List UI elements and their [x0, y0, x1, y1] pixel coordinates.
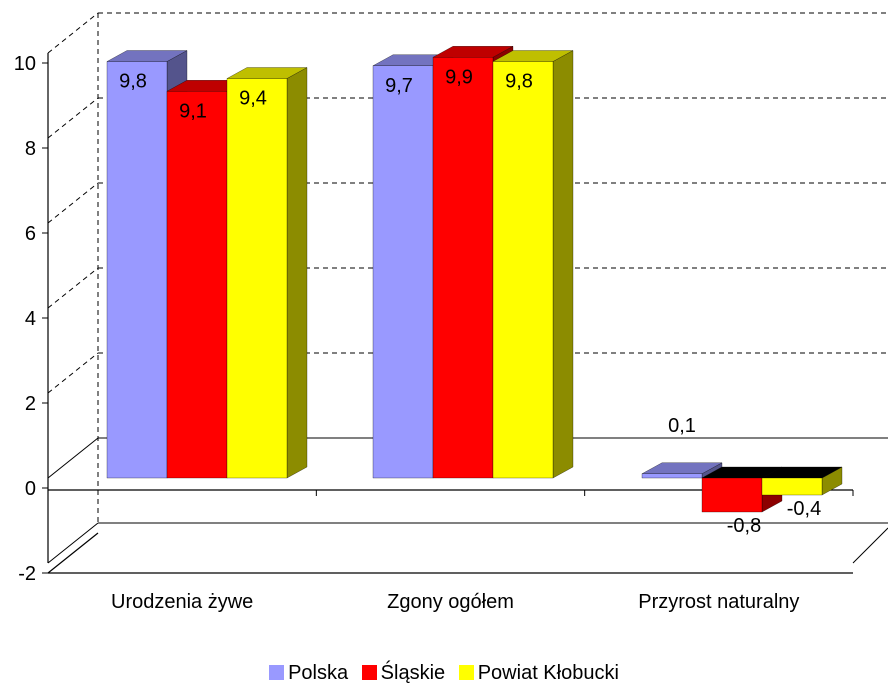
labels: 9,8 9,1 9,4 9,7 9,9 9,8 0,1 -0,8 -0,4: [119, 66, 821, 537]
data-label: -0,8: [727, 515, 761, 537]
bar-front: [226, 78, 288, 479]
legend-label: Śląskie: [380, 662, 446, 684]
gridline-diagonal: [47, 522, 99, 564]
category-label: Zgony ogółem: [387, 591, 514, 613]
bar-front: [432, 57, 494, 479]
floor-left: [47, 532, 99, 574]
data-label: 9,7: [385, 75, 413, 97]
data-label: 9,4: [239, 88, 267, 110]
bar-front: [492, 61, 554, 479]
floor-edge: [852, 527, 888, 564]
gridline-diagonal: [47, 12, 99, 54]
bar-front: [106, 61, 168, 479]
legend-item-powiat: Powiat Kłobucki: [458, 662, 619, 685]
bar-1-3: [641, 462, 723, 479]
legend: Polska Śląskie Powiat Kłobucki: [0, 662, 888, 685]
y-tick-label: -2: [18, 563, 36, 585]
y-tick-label: 0: [25, 478, 36, 500]
gridline-diagonal: [47, 437, 99, 479]
legend-label: Powiat Kłobucki: [477, 662, 619, 684]
legend-swatch: [269, 665, 285, 680]
data-label: 0,1: [668, 415, 696, 437]
legend-item-polska: Polska: [269, 662, 348, 685]
gridline-diagonal: [47, 352, 99, 394]
y-tick-label: 8: [25, 138, 36, 160]
gridline-diagonal: [47, 97, 99, 139]
bar-3-1: [226, 67, 308, 479]
bar-front: [641, 473, 703, 479]
data-label: 9,1: [179, 100, 207, 122]
y-tick-label: 2: [25, 393, 36, 415]
gridline-diagonal: [47, 182, 99, 224]
legend-swatch: [458, 665, 474, 680]
data-label: 9,8: [119, 71, 147, 93]
data-label: 9,8: [505, 71, 533, 93]
data-label: -0,4: [787, 498, 821, 520]
bar-front: [166, 91, 228, 479]
y-tick-label: 10: [14, 53, 36, 75]
category-label: Przyrost naturalny: [638, 591, 799, 613]
bar-front: [761, 477, 823, 496]
bar-front: [701, 477, 763, 513]
legend-label: Polska: [288, 662, 349, 684]
y-tick-label: 4: [25, 308, 36, 330]
bar-front: [372, 65, 434, 479]
bar-3-2: [492, 50, 574, 479]
bars: [106, 45, 843, 513]
bar-2-2: [432, 45, 514, 479]
y-tick-label: 6: [25, 223, 36, 245]
bar-side: [552, 50, 574, 479]
data-label: 9,9: [445, 66, 473, 88]
legend-item-slaskie: Śląskie: [361, 662, 446, 685]
bar-side: [286, 67, 308, 479]
legend-swatch: [361, 665, 377, 680]
gridline-diagonal: [47, 267, 99, 309]
category-label: Urodzenia żywe: [111, 591, 253, 613]
bar-3-3: [761, 466, 843, 496]
